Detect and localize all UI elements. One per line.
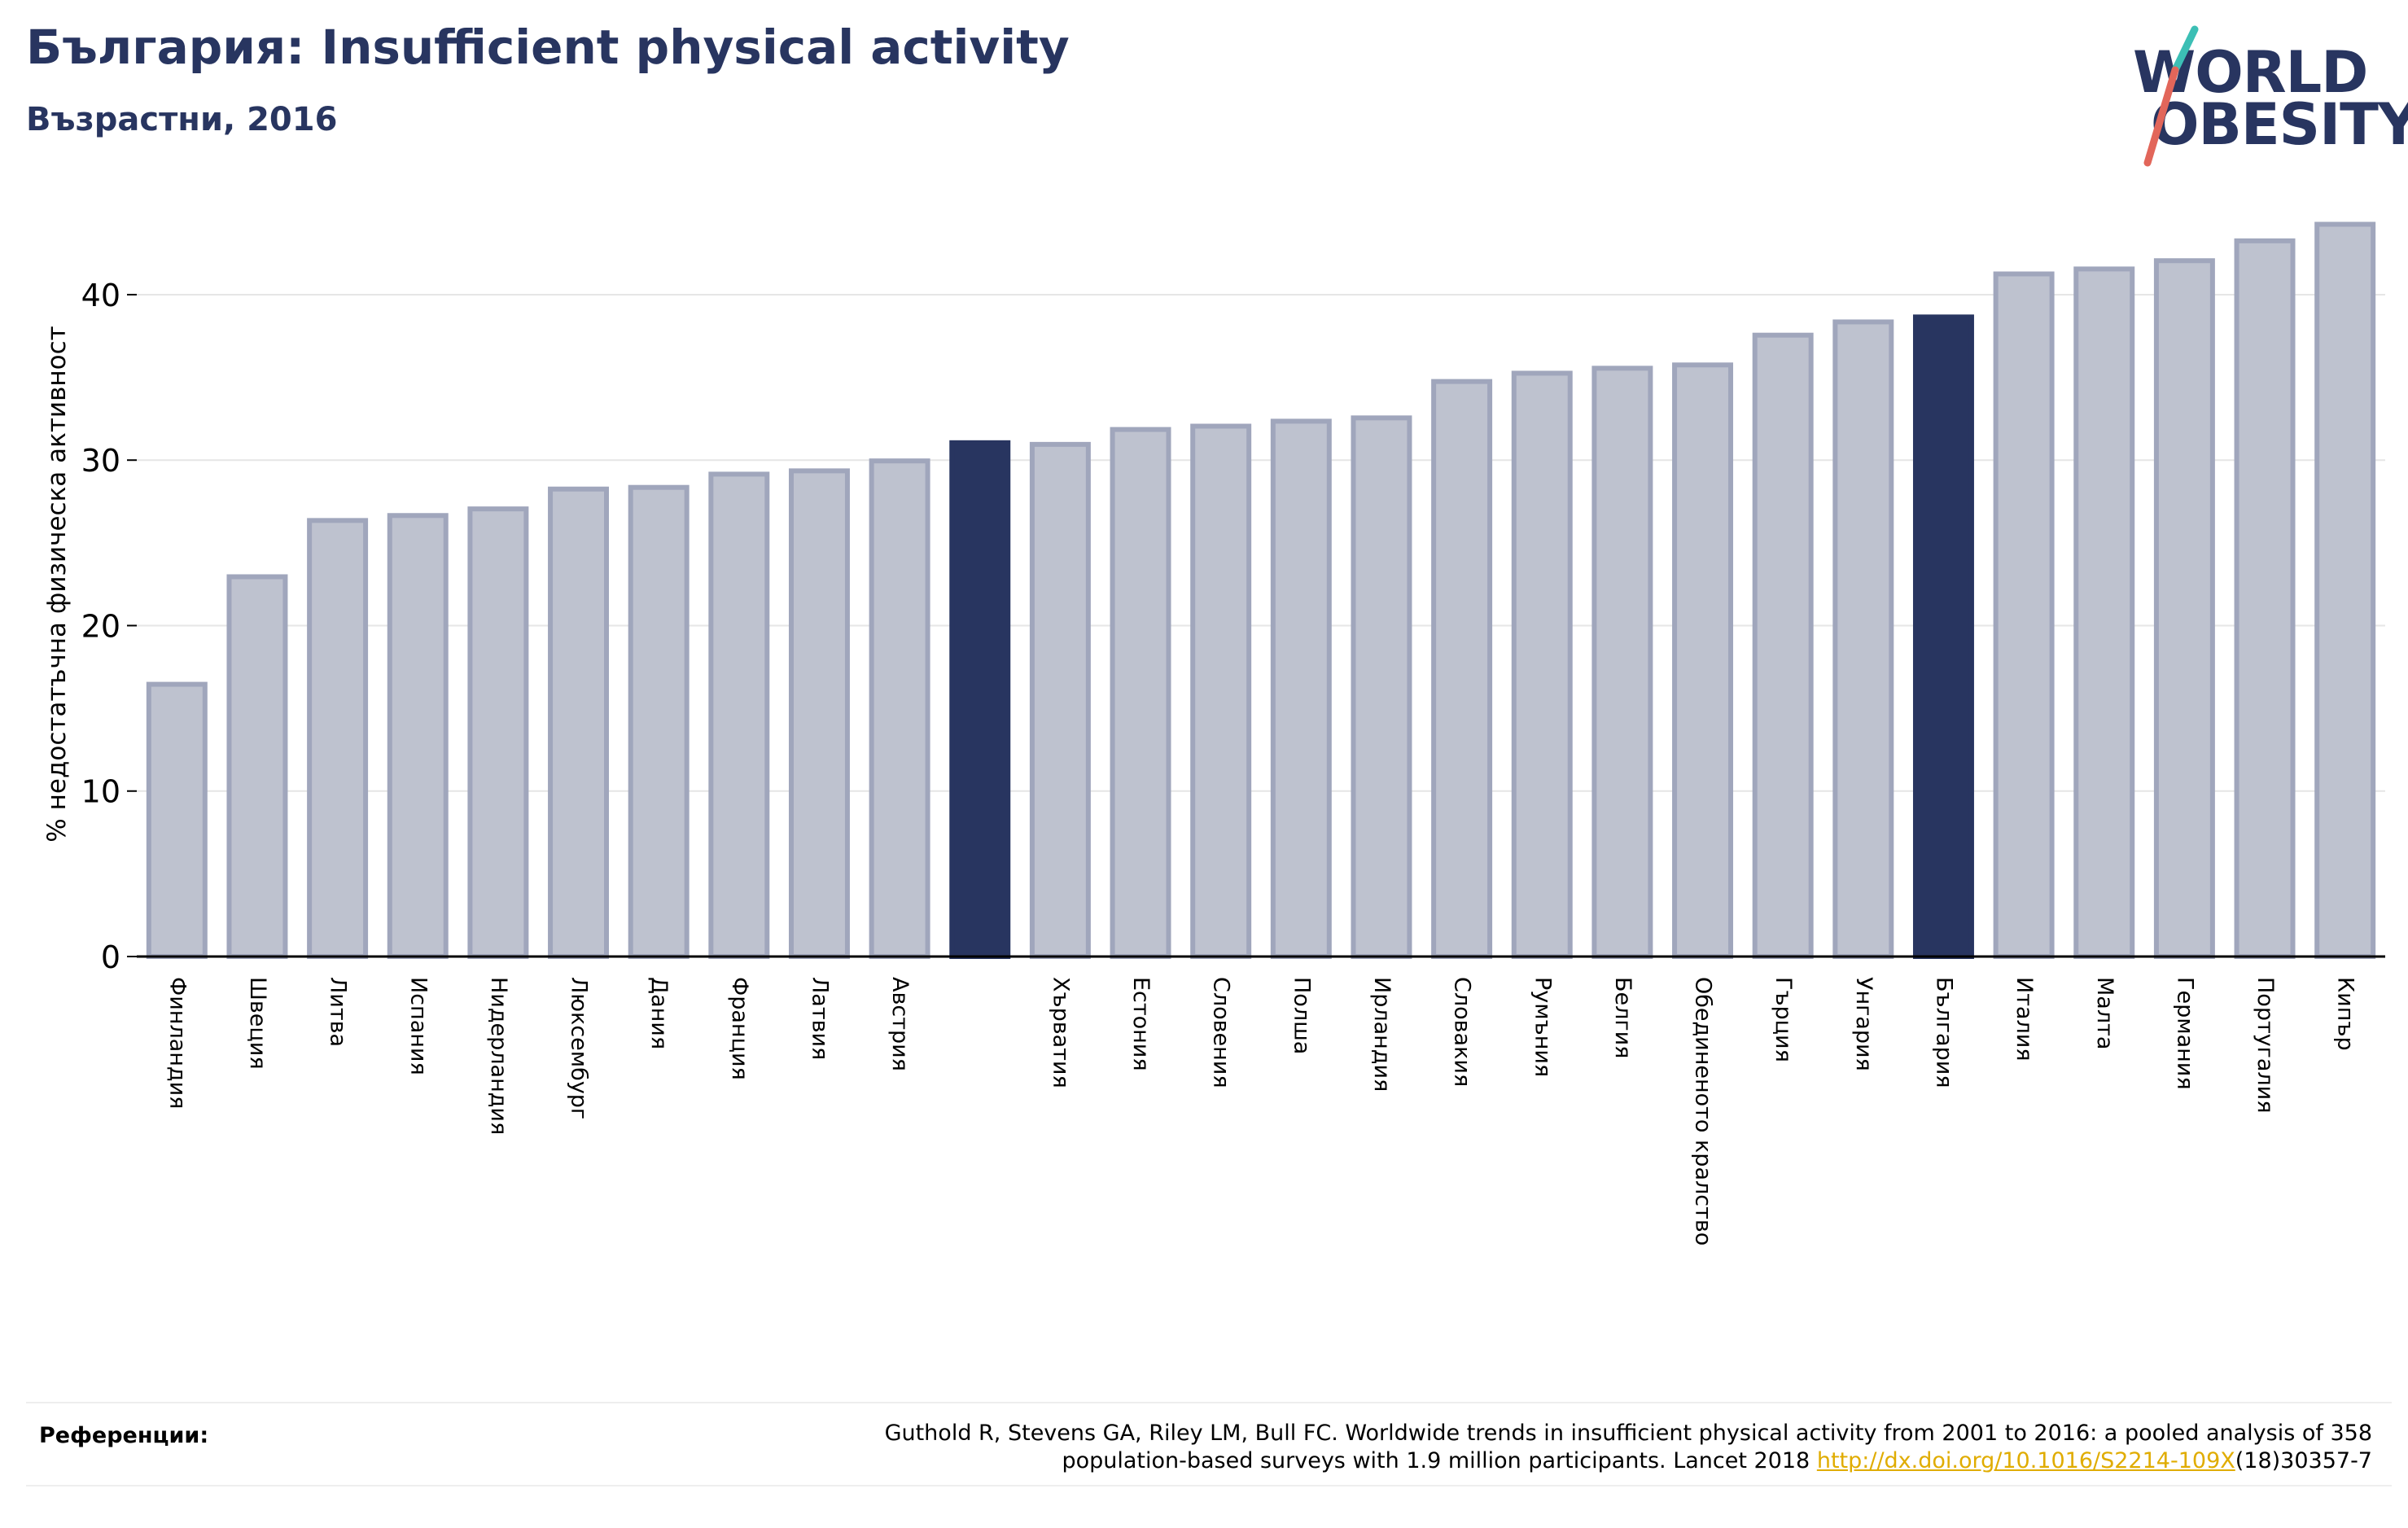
bar (467, 506, 529, 959)
bar (788, 468, 850, 959)
x-tick-label: Латвия (807, 977, 832, 1060)
bar (1431, 379, 1493, 959)
x-tick-label: Словения (1209, 977, 1234, 1088)
reference-divider-top (26, 1402, 2392, 1403)
bar-highlighted (1912, 314, 1974, 959)
x-tick-label: Дания (646, 977, 672, 1049)
x-tick-label: Естония (1128, 977, 1154, 1071)
bar (226, 574, 288, 960)
world-obesity-logo: WORLD OBESITY (2117, 23, 2408, 169)
logo-word-obesity: OBESITY (2151, 91, 2408, 158)
x-tick-label: Испания (405, 977, 431, 1075)
bar (869, 458, 930, 959)
logo-slash-icon (2143, 25, 2199, 167)
bar (1190, 423, 1252, 959)
reference-line-2: population-based surveys with 1.9 millio… (1062, 1448, 1817, 1473)
x-tick-label: Нидерландия (486, 977, 511, 1135)
x-tick-label: Италия (2012, 977, 2037, 1062)
x-tick-label: Германия (2172, 977, 2197, 1090)
bar (1993, 271, 2055, 959)
reference-doi-suffix: (18)30357-7 (2235, 1448, 2372, 1473)
bar (307, 518, 369, 959)
x-tick-label: Гърция (1771, 977, 1796, 1062)
bar (2073, 266, 2135, 959)
x-tick-label: Люксембург (567, 977, 592, 1119)
y-tick-label: 10 (81, 774, 120, 810)
bar (2314, 221, 2376, 959)
bar (146, 681, 208, 960)
bar (1351, 415, 1412, 959)
bar (2234, 238, 2296, 959)
x-tick-label: Хърватия (1048, 977, 1073, 1088)
bar (708, 471, 770, 959)
x-tick-label: Австрия (887, 977, 913, 1071)
bar (548, 486, 610, 959)
reference-doi-link[interactable]: http://dx.doi.org/10.1016/S2214-109X (1816, 1448, 2235, 1473)
x-tick-label: Кипър (2333, 977, 2358, 1051)
bar-chart: 0 10 20 30 40 % недостатъчна физическа активн… (42, 221, 2385, 1246)
bar (628, 484, 690, 959)
reference-line-1: Guthold R, Stevens GA, Riley LM, Bull FC… (884, 1421, 2372, 1446)
x-tick-label: Белгия (1610, 977, 1635, 1058)
bar (1110, 427, 1171, 959)
bar-highlighted (949, 440, 1011, 959)
x-tick-label: Полша (1289, 977, 1314, 1054)
y-axis-label: % недостатъчна физическа активност (42, 326, 72, 842)
x-tick-label: Ирландия (1369, 977, 1394, 1092)
x-tick-label: Швеция (245, 977, 270, 1070)
reference-divider-bottom (26, 1485, 2392, 1486)
references-label: Референции: (39, 1423, 209, 1448)
x-tick-label: Малта (2092, 977, 2117, 1049)
references-text: Guthold R, Stevens GA, Riley LM, Bull FC… (885, 1420, 2372, 1475)
y-tick-label: 30 (81, 443, 120, 479)
x-tick-label: Литва (326, 977, 351, 1047)
bar (1672, 362, 1734, 960)
bar (1029, 441, 1091, 959)
x-tick-label: България (1931, 977, 1956, 1088)
bar (1591, 366, 1653, 959)
chart-subtitle: Възрастни, 2016 (26, 101, 338, 138)
bar (1270, 418, 1332, 959)
bar (387, 513, 449, 959)
x-tick-label: Финландия (164, 977, 190, 1109)
y-tick-label: 40 (81, 278, 120, 313)
x-tick-label: Словакия (1450, 977, 1475, 1087)
bar (1752, 332, 1814, 959)
x-tick-label: Румъния (1530, 977, 1555, 1077)
x-tick-label: Обединеното кралство (1691, 977, 1716, 1246)
bar (2153, 258, 2215, 959)
bar (1511, 370, 1573, 959)
x-tick-label: Франция (727, 977, 752, 1080)
y-tick-label: 20 (81, 608, 120, 644)
y-tick-label: 0 (101, 939, 120, 975)
x-tick-label: Унгария (1851, 977, 1876, 1071)
bar (1832, 319, 1894, 959)
x-tick-label: Португалия (2253, 977, 2278, 1113)
chart-title: България: Insufficient physical activity (26, 20, 1070, 75)
